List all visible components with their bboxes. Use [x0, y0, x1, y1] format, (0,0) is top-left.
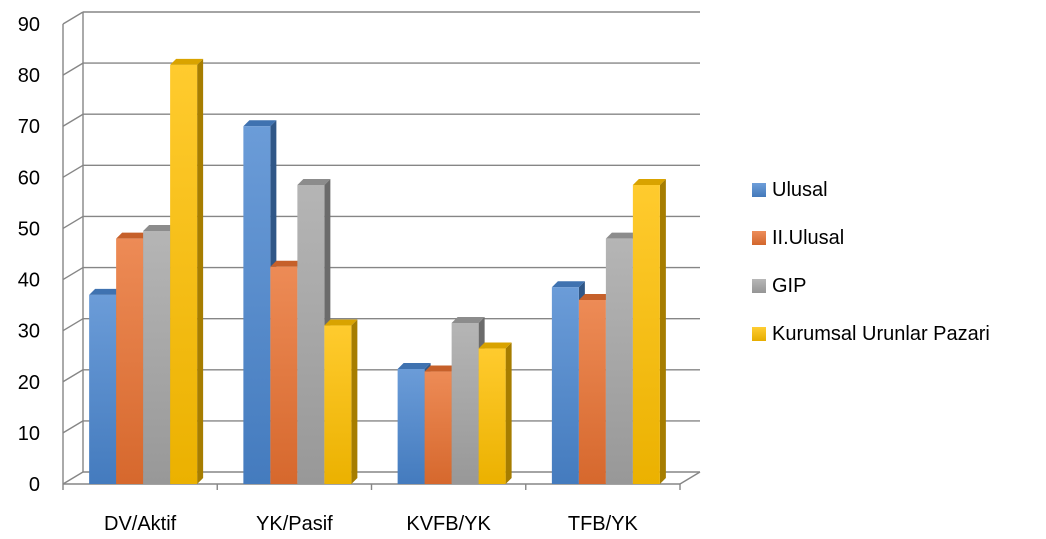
y-tick-label: 90	[18, 14, 40, 36]
x-tick-label: KVFB/YK	[406, 513, 491, 535]
bar	[424, 371, 452, 484]
gridline-side	[62, 266, 84, 281]
bar	[551, 287, 579, 484]
bar-top	[170, 58, 204, 65]
bar	[397, 369, 425, 484]
x-tick-label: TFB/YK	[568, 513, 639, 535]
legend-label: II.Ulusal	[772, 226, 845, 249]
bar-side	[659, 179, 666, 484]
gridline-side	[62, 113, 84, 127]
bar-top	[551, 281, 585, 288]
bar-top	[397, 363, 431, 369]
y-tick-label: 60	[18, 167, 40, 189]
legend-item: Ulusal	[752, 178, 990, 202]
bar	[451, 323, 479, 484]
legend-item: Kurumsal Urunlar Pazari	[752, 322, 990, 346]
bar	[578, 300, 606, 484]
gridline-side	[62, 215, 84, 230]
gridline-side	[62, 369, 84, 383]
legend-label: GIP	[772, 274, 807, 297]
bar	[632, 185, 660, 484]
bar-top	[605, 232, 639, 239]
legend-swatch	[752, 327, 766, 341]
bar	[89, 294, 117, 484]
bar-top	[243, 120, 277, 127]
x-tick-label: DV/Aktif	[104, 513, 177, 535]
legend: Ulusal II.Ulusal GIP Kurumsal Urunlar Pazar…	[752, 178, 990, 370]
bar-top	[89, 288, 123, 295]
bar-top	[424, 365, 458, 372]
bar-top	[632, 179, 666, 185]
gridline-side	[62, 471, 84, 485]
gridline-side	[62, 420, 84, 434]
y-axis-ticks: 0 10 20 30 40 50 60 70 80 90	[18, 14, 40, 496]
y-tick-label: 50	[18, 218, 40, 240]
y-tick-label: 10	[18, 423, 40, 445]
floor-right-edge	[679, 471, 701, 485]
bar	[478, 348, 506, 484]
bar-top	[451, 317, 485, 323]
bar-top	[297, 179, 331, 185]
bar	[324, 325, 352, 484]
bar-top	[578, 294, 612, 300]
gridline-side	[62, 11, 84, 25]
y-tick-label: 80	[18, 65, 40, 87]
bar-top	[270, 260, 304, 267]
legend-label: Kurumsal Urunlar Pazari	[772, 322, 990, 345]
bar	[116, 238, 144, 484]
legend-label: Ulusal	[772, 178, 828, 201]
bar-side	[351, 319, 358, 484]
bar	[243, 126, 271, 484]
bar	[297, 185, 325, 484]
bar	[170, 64, 198, 484]
legend-item: II.Ulusal	[752, 226, 990, 250]
legend-item: GIP	[752, 274, 990, 298]
bar-top	[478, 342, 512, 349]
y-tick-label: 0	[29, 474, 40, 496]
bar	[270, 266, 298, 484]
legend-swatch	[752, 183, 766, 197]
gridline-side	[62, 318, 84, 332]
bar-side	[505, 342, 512, 484]
bar	[143, 231, 171, 484]
bar-top	[116, 232, 150, 239]
bar-top	[143, 225, 177, 231]
gridline-side	[62, 164, 84, 178]
legend-swatch	[752, 279, 766, 293]
y-tick-label: 20	[18, 372, 40, 394]
y-tick-label: 70	[18, 116, 40, 138]
y-tick-label: 40	[18, 270, 40, 292]
gridline-side	[62, 62, 84, 76]
bar	[605, 238, 633, 484]
legend-swatch	[752, 231, 766, 245]
bar-top	[324, 319, 358, 326]
x-axis-labels: DV/Aktif YK/Pasif KVFB/YK TFB/YK	[104, 513, 639, 535]
bars	[89, 58, 666, 485]
y-tick-label: 30	[18, 321, 40, 343]
bar-side	[197, 58, 204, 485]
x-tick-label: YK/Pasif	[256, 513, 333, 535]
